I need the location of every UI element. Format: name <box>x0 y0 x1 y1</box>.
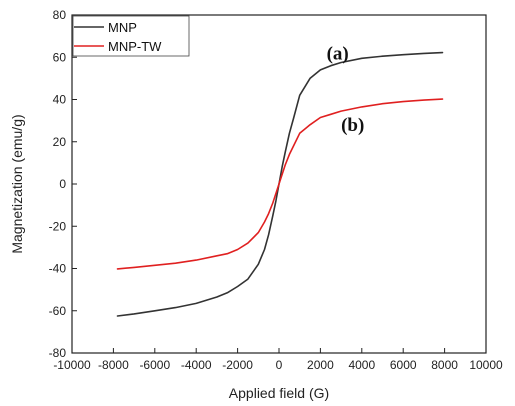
x-tick-label: -6000 <box>139 358 170 372</box>
annotation-a: (a) <box>327 43 349 64</box>
y-tick-label: 80 <box>53 8 67 22</box>
annotation-b: (b) <box>341 115 364 136</box>
series-layer <box>116 51 444 317</box>
x-tick-label: 0 <box>276 358 283 372</box>
legend-label-mnp-tw: MNP-TW <box>108 39 162 54</box>
y-tick-label: 40 <box>53 93 67 107</box>
legend-label-mnp: MNP <box>108 20 137 35</box>
x-tick-label: 4000 <box>348 358 375 372</box>
y-tick-label: -20 <box>49 219 67 233</box>
y-tick-label: -80 <box>49 346 67 360</box>
x-tick-label: -4000 <box>181 358 212 372</box>
x-tick-label: 6000 <box>390 358 417 372</box>
y-tick-label: -60 <box>49 304 67 318</box>
legend: MNP MNP-TW <box>72 15 190 57</box>
x-tick-label: -8000 <box>98 358 129 372</box>
y-tick-label: 60 <box>53 50 67 64</box>
y-tick-label: 0 <box>59 177 66 191</box>
x-tick-label: 8000 <box>431 358 458 372</box>
y-tick-label: 20 <box>53 135 67 149</box>
y-tick-label: -40 <box>49 262 67 276</box>
x-axis-title: Applied field (G) <box>229 385 329 401</box>
ticks-layer: -10000 -8000 -6000 -4000 -2000 0 2000 4000 6000 8… <box>49 8 503 372</box>
x-tick-label: -2000 <box>222 358 253 372</box>
x-tick-label: -10000 <box>53 358 91 372</box>
legend-box <box>72 15 190 57</box>
series-line-mnp-tw <box>116 98 444 270</box>
y-axis-title: Magnetization (emu/g) <box>9 114 25 253</box>
x-tick-label: 2000 <box>307 358 334 372</box>
x-tick-label: 10000 <box>469 358 503 372</box>
